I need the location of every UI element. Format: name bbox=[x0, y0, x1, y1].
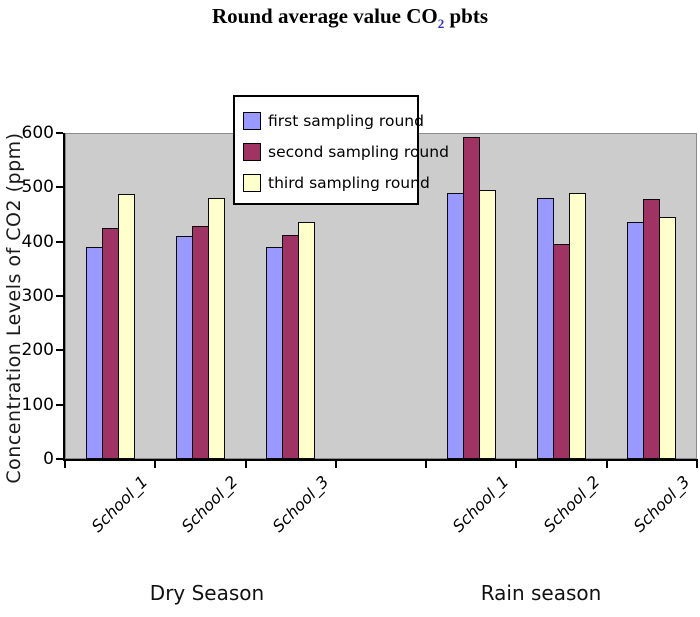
chart-title: Round average value CO2 pbts bbox=[0, 4, 700, 32]
bar-series3-cat2 bbox=[207, 198, 225, 459]
x-tick-mark bbox=[334, 459, 337, 468]
bar-series3-cat6 bbox=[659, 217, 677, 459]
bar-series2-cat2 bbox=[191, 226, 209, 459]
y-tick-mark bbox=[56, 295, 63, 297]
legend: first sampling round second sampling rou… bbox=[233, 95, 449, 205]
bar-series1-cat2 bbox=[175, 236, 193, 459]
y-tick-label: 200 bbox=[21, 340, 54, 361]
bar-series1-cat3 bbox=[266, 247, 284, 459]
bar-series3-cat3 bbox=[298, 221, 316, 459]
x-axis-line bbox=[63, 459, 697, 461]
season-label-rain: Rain season bbox=[480, 581, 602, 605]
x-category-label: School_1 bbox=[87, 472, 152, 536]
legend-label: third sampling round bbox=[268, 173, 430, 192]
y-tick-label: 600 bbox=[21, 123, 54, 143]
legend-label: first sampling round bbox=[268, 111, 424, 130]
y-tick-mark bbox=[56, 240, 63, 243]
y-tick-mark bbox=[56, 186, 63, 189]
legend-label: second sampling round bbox=[268, 142, 449, 161]
y-tick-label: 100 bbox=[21, 394, 54, 415]
x-tick-mark bbox=[515, 459, 518, 468]
bar-series1-cat4 bbox=[446, 192, 464, 459]
x-category-label: School_2 bbox=[539, 472, 603, 536]
y-tick-label: 400 bbox=[21, 231, 54, 252]
x-tick-mark bbox=[64, 459, 66, 468]
bar-series2-cat4 bbox=[462, 137, 480, 459]
bar-series1-cat6 bbox=[627, 221, 645, 459]
x-category-label: School_3 bbox=[629, 472, 694, 536]
bar-series2-cat6 bbox=[643, 199, 661, 459]
season-label-dry: Dry Season bbox=[149, 581, 265, 605]
chart-title-suffix: pbts bbox=[444, 4, 489, 28]
x-category-label: School_1 bbox=[448, 472, 513, 536]
y-tick-mark bbox=[56, 458, 63, 460]
y-tick-mark bbox=[56, 403, 63, 406]
bar-series3-cat4 bbox=[478, 190, 496, 459]
x-category-label: School_2 bbox=[178, 472, 242, 536]
chart-title-text: Round average value CO bbox=[211, 4, 438, 28]
legend-swatch-third-icon bbox=[243, 173, 261, 192]
y-tick-label: 500 bbox=[21, 177, 54, 198]
bar-series3-cat1 bbox=[117, 194, 135, 459]
x-tick-mark bbox=[244, 459, 247, 468]
y-tick-mark bbox=[56, 349, 63, 352]
bar-series1-cat1 bbox=[85, 247, 103, 459]
x-tick-mark bbox=[154, 459, 157, 468]
legend-swatch-second-icon bbox=[243, 142, 261, 161]
x-tick-mark bbox=[605, 459, 608, 468]
legend-item-third: third sampling round bbox=[243, 167, 430, 198]
y-tick-label: 0 bbox=[43, 449, 54, 469]
bar-series2-cat3 bbox=[282, 234, 300, 459]
chart-title-subscript: 2 bbox=[437, 16, 445, 32]
legend-swatch-first-icon bbox=[243, 111, 261, 130]
bar-series2-cat5 bbox=[553, 244, 571, 459]
legend-item-first: first sampling round bbox=[243, 105, 424, 136]
x-category-label: School_3 bbox=[268, 472, 333, 536]
x-tick-mark bbox=[696, 459, 698, 468]
bar-series1-cat5 bbox=[537, 198, 555, 459]
bar-series3-cat5 bbox=[569, 192, 587, 459]
y-tick-label: 300 bbox=[21, 286, 54, 306]
bar-series2-cat1 bbox=[101, 228, 119, 459]
x-tick-mark bbox=[425, 459, 428, 468]
y-axis-line bbox=[63, 133, 65, 461]
legend-item-second: second sampling round bbox=[243, 136, 449, 167]
y-tick-mark bbox=[56, 132, 63, 134]
